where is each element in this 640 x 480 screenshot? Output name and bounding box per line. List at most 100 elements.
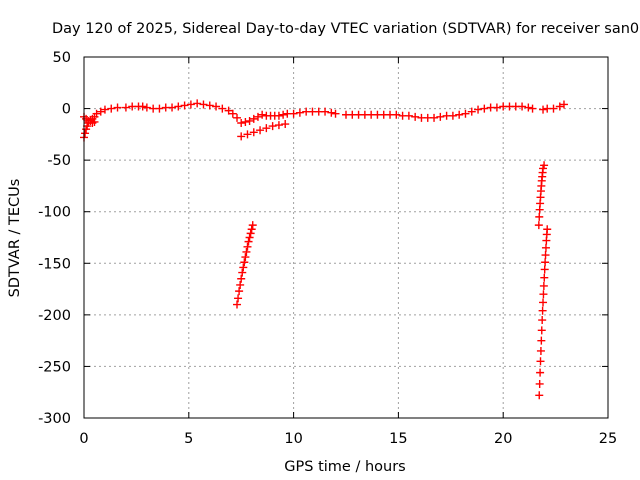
data-point [237,132,246,141]
data-point [461,109,470,118]
data-point [518,102,527,111]
data-point [540,161,549,170]
data-point [534,221,543,230]
series-early-offset [80,112,99,128]
y-tick-label: -200 [38,308,71,324]
data-point [436,112,445,121]
data-point [289,109,298,118]
data-point [559,100,568,109]
y-tick-label: -150 [38,256,71,272]
plot-frame [83,56,609,419]
data-point [492,103,501,112]
data-point [236,280,245,289]
data-point [243,130,252,139]
data-point [539,290,548,299]
x-axis-label: GPS time / hours [284,459,405,475]
data-point [535,212,544,221]
data-point [237,274,246,283]
data-point [90,117,99,126]
data-point [537,326,546,335]
data-point [155,104,164,113]
data-point [524,103,533,112]
data-point [235,287,244,296]
data-point [295,108,304,117]
data-point [242,247,251,256]
data-point [541,243,550,252]
data-point [244,237,253,246]
data-point [467,107,476,116]
y-tick-label: -250 [38,359,71,375]
data-point [543,225,552,234]
data-points [80,99,568,400]
data-point [96,107,105,116]
series-steep-segment-8h [233,221,257,309]
data-point [279,110,288,119]
data-point [239,263,248,272]
data-point [448,111,457,120]
data-point [248,221,257,230]
data-point [535,379,544,388]
data-point [274,121,283,130]
data-point [107,104,116,113]
data-point [480,104,489,113]
data-point [168,103,177,112]
data-point [212,102,221,111]
x-tick-label: 0 [79,431,88,447]
data-point [234,294,243,303]
data-point [121,103,130,112]
data-point [392,110,401,119]
data-point [262,124,271,133]
series-descending-segment [237,120,290,141]
data-point [233,300,242,309]
data-point [541,258,550,267]
data-point [455,110,464,119]
data-point [228,109,237,118]
data-point [321,107,330,116]
data-point [240,258,249,267]
data-point [205,101,214,110]
series-main-track [80,99,568,142]
chart-title: Day 120 of 2025, Sidereal Day-to-day VTE… [52,21,639,37]
data-point [411,112,420,121]
data-point [253,112,262,121]
data-point [536,368,545,377]
data-point [274,111,283,120]
data-point [238,268,247,277]
data-point [199,100,208,109]
data-point [142,103,151,112]
data-point [92,109,101,118]
data-point [245,116,254,125]
data-point [474,105,483,114]
x-tick-labels: 0 5 10 15 20 25 [79,431,617,447]
data-point [82,114,91,123]
x-tick-label: 15 [389,431,407,447]
y-tick-label: 0 [62,102,71,118]
data-point [193,99,202,108]
data-point [430,113,439,122]
data-point [540,265,549,274]
data-point [549,104,558,113]
data-point [249,128,258,137]
data-point [180,101,189,110]
data-point [233,113,242,122]
y-axis-label: SDTVAR / TECUs [7,179,23,298]
data-point [528,104,537,113]
data-point [540,273,549,282]
data-point [218,104,227,113]
data-point [113,103,122,112]
data-point [536,346,545,355]
data-point [186,100,195,109]
data-point [237,119,246,128]
data-point [535,391,544,400]
data-point [81,129,90,138]
data-point [539,105,548,114]
x-tick-label: 10 [284,431,302,447]
data-point [404,111,413,120]
data-point [243,242,252,251]
data-point [258,110,267,119]
x-tick-label: 5 [184,431,193,447]
data-point [331,109,340,118]
data-point [539,281,548,290]
data-point [541,251,550,260]
